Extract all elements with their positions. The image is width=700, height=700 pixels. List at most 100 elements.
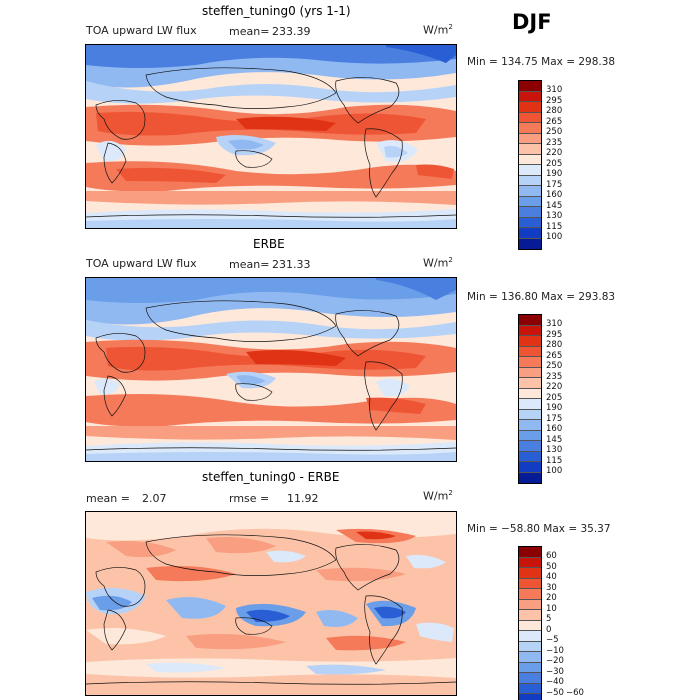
panel-3-swatch — [519, 547, 541, 558]
panel-2-tick-label: 100 — [546, 466, 563, 476]
panel-1-field-label: TOA upward LW flux — [86, 24, 197, 37]
panel-3-minmax: Min = −58.80 Max = 35.37 — [467, 523, 611, 535]
panel-3-rmse-label: rmse = — [229, 492, 270, 505]
panel-1-swatch — [519, 154, 541, 165]
panel-2-swatch — [519, 336, 541, 347]
panel-3-tick-label: −50 — [546, 687, 564, 698]
panel-2-map — [85, 277, 457, 462]
panel-1-tick-label: 130 — [546, 211, 563, 221]
panel-1-tick-label: 160 — [546, 190, 563, 200]
panel-1-swatch — [519, 165, 541, 176]
panel-2-tick-label: 235 — [546, 371, 563, 382]
panel-1-swatch — [519, 238, 541, 249]
panel-2-swatch — [519, 367, 541, 378]
panel-1-swatch — [519, 186, 541, 197]
panel-1-tick-label: 175 — [546, 179, 563, 190]
panel-3-tick-label: −40 — [546, 677, 564, 687]
panel-1-swatch — [519, 144, 541, 155]
panel-2-tick-label: 190 — [546, 403, 563, 413]
panel-2-tick-label: 145 — [546, 434, 563, 445]
panel-3-swatch — [519, 673, 541, 684]
panel-3-swatch — [519, 641, 541, 652]
panel-3-map — [85, 511, 457, 696]
panel-1-swatch — [519, 228, 541, 239]
panel-1-tick-label: 250 — [546, 127, 563, 137]
panel-3-rmse-value: 11.92 — [287, 492, 319, 505]
panel-2-tick-label: 205 — [546, 392, 563, 403]
panel-1-swatch — [519, 175, 541, 186]
panel-3-swatch — [519, 652, 541, 663]
panel-1-minmax: Min = 134.75 Max = 298.38 — [467, 56, 616, 68]
panel-3-swatch — [519, 578, 541, 589]
panel-2-swatch — [519, 430, 541, 441]
panel-3-swatch — [519, 694, 541, 700]
panel-2-mean-label: mean= — [229, 258, 270, 271]
panel-2-swatch — [519, 409, 541, 420]
panel-1-swatch — [519, 196, 541, 207]
panel-2-tick-label: 250 — [546, 361, 563, 371]
panel-2-tick-label: 265 — [546, 350, 563, 361]
panel-2-swatch — [519, 472, 541, 483]
panel-2-swatch — [519, 399, 541, 410]
panel-1-swatch — [519, 217, 541, 228]
panel-2-tick-label: 115 — [546, 455, 563, 466]
panel-2-swatch — [519, 462, 541, 473]
panel-3-swatch — [519, 662, 541, 673]
panel-2-title: ERBE — [253, 237, 285, 251]
panel-2-tick-label: 220 — [546, 382, 563, 392]
panel-2-swatch — [519, 420, 541, 431]
panel-2-swatch — [519, 357, 541, 368]
panel-3-swatch — [519, 557, 541, 568]
panel-3-tick-label: −5 — [546, 635, 559, 645]
panel-2-swatch — [519, 346, 541, 357]
panel-1-tick-label: 295 — [546, 95, 563, 106]
panel-2-tick-label: 175 — [546, 413, 563, 424]
season-label: DJF — [512, 10, 552, 34]
panel-1-tick-label: 280 — [546, 106, 563, 116]
panel-1-swatch — [519, 133, 541, 144]
panel-3-swatch — [519, 683, 541, 694]
panel-1-tick-label: 190 — [546, 169, 563, 179]
panel-2-swatch — [519, 451, 541, 462]
panel-2-field-label: TOA upward LW flux — [86, 257, 197, 270]
panel-2-tick-label: 130 — [546, 445, 563, 455]
panel-1-tick-label: 220 — [546, 148, 563, 158]
panel-1-swatch — [519, 81, 541, 92]
panel-2-colorbar — [518, 314, 542, 484]
panel-3-units: W/m2 — [423, 489, 453, 503]
panel-1-tick-label: 100 — [546, 232, 563, 242]
panel-1-map — [85, 44, 457, 229]
panel-1-swatch — [519, 123, 541, 134]
panel-1-swatch — [519, 91, 541, 102]
panel-3-swatch — [519, 568, 541, 579]
panel-1-mean-label: mean= — [229, 25, 270, 38]
panel-3-tick-label: 20 — [546, 593, 557, 603]
panel-3-tick-label: 10 — [546, 603, 557, 614]
panel-1-tick-label: 205 — [546, 158, 563, 169]
panel-3-tick-label: 50 — [546, 561, 557, 572]
panel-2-swatch — [519, 325, 541, 336]
panel-1-tick-label: 235 — [546, 137, 563, 148]
panel-2-units: W/m2 — [423, 256, 453, 270]
panel-3-mean-value: 2.07 — [142, 492, 167, 505]
panel-1-colorbar — [518, 80, 542, 250]
panel-3-tick-label: −20 — [546, 656, 564, 666]
panel-2-tick-label: 160 — [546, 424, 563, 434]
panel-1-tick-label: 115 — [546, 221, 563, 232]
panel-2-mean-value: 231.33 — [272, 258, 311, 271]
panel-1-tick-label: 310 — [546, 85, 563, 95]
panel-3-swatch — [519, 631, 541, 642]
panel-1-tick-label: 265 — [546, 116, 563, 127]
panel-3-title: steffen_tuning0 - ERBE — [202, 470, 340, 484]
panel-2-tick-label: 295 — [546, 329, 563, 340]
panel-3-tick-label: −10 — [546, 645, 564, 656]
panel-1-mean-value: 233.39 — [272, 25, 311, 38]
panel-2-swatch — [519, 378, 541, 389]
panel-3-swatch — [519, 589, 541, 600]
panel-3-tick-label: 40 — [546, 572, 557, 582]
panel-1-units: W/m2 — [423, 23, 453, 37]
panel-3-tick-label: −30 — [546, 666, 564, 677]
panel-3-tick-label: 5 — [546, 614, 552, 624]
panel-1-swatch — [519, 112, 541, 123]
